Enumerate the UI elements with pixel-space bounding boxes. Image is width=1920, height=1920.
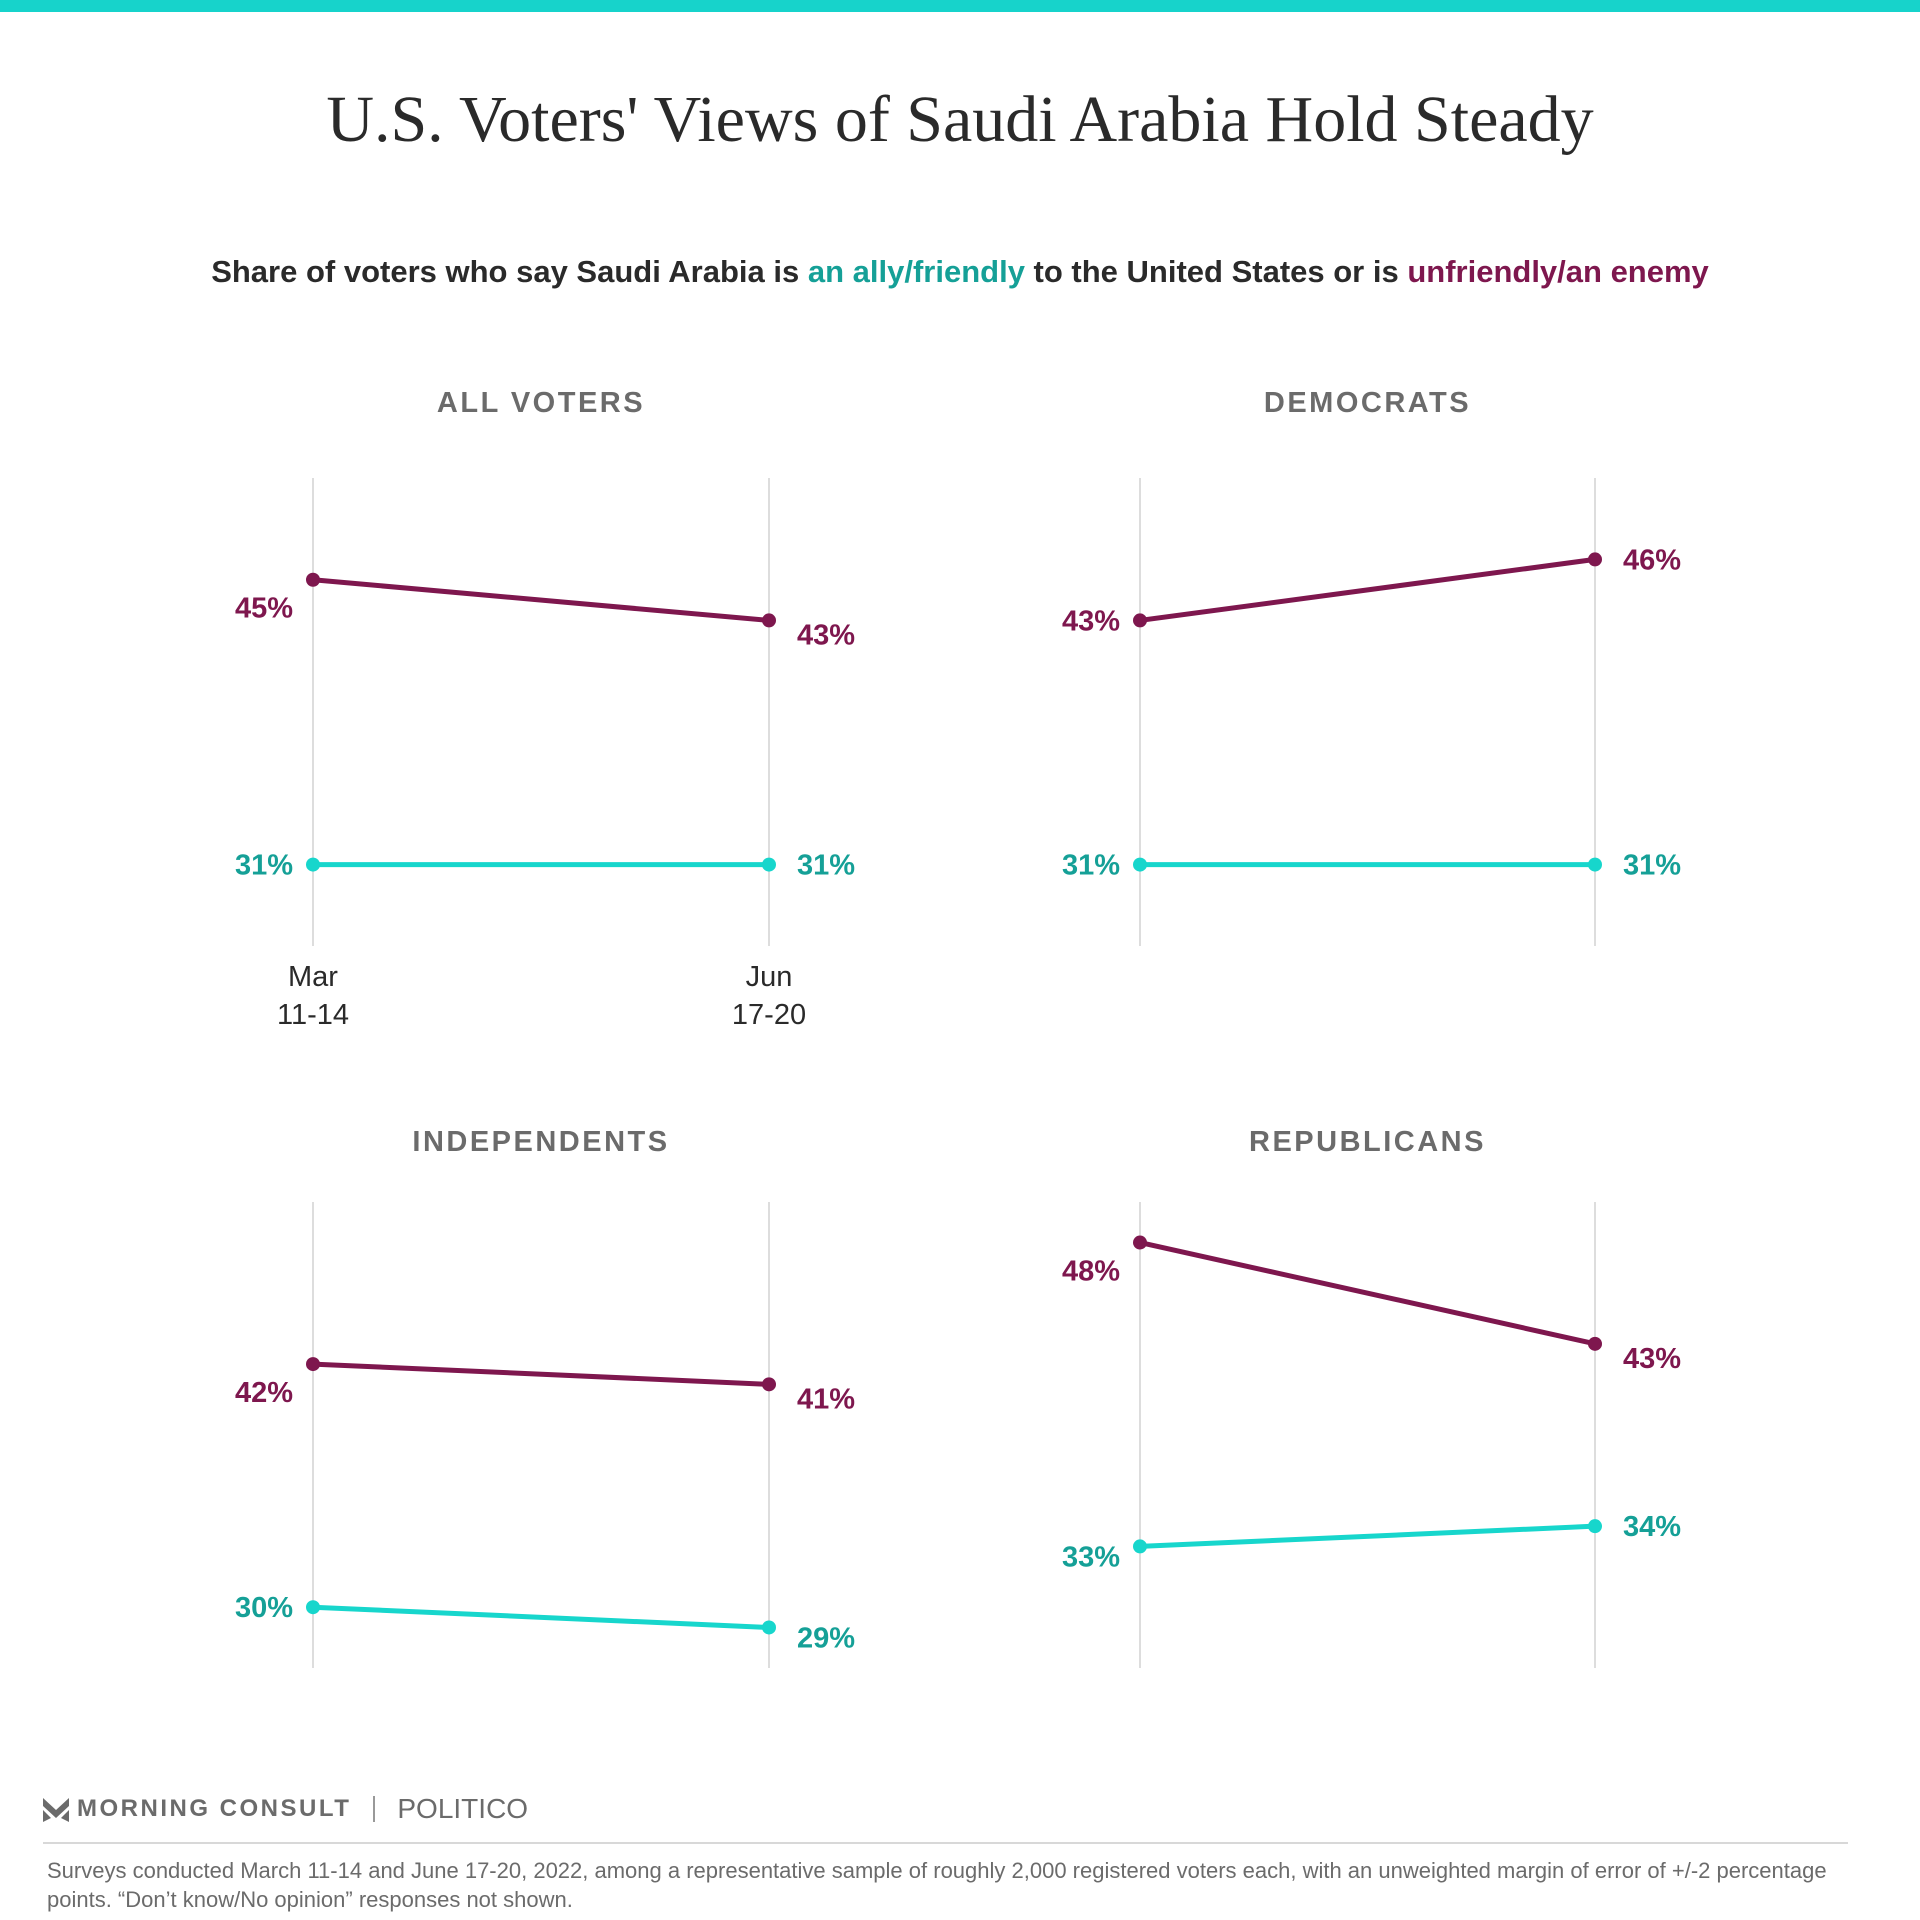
enemy-data-point — [306, 1357, 320, 1372]
enemy-data-point — [1588, 552, 1602, 567]
top-accent-bar — [0, 0, 1920, 12]
ally-data-label: 30% — [235, 1592, 293, 1624]
ally-data-point — [1588, 1519, 1602, 1534]
morning-consult-logo-icon — [43, 1798, 69, 1822]
x-tick-label: 17-20 — [732, 999, 806, 1031]
ally-series-line — [312, 1604, 770, 1630]
enemy-data-point — [1133, 1235, 1147, 1250]
subtitle-text: to the United States or is — [1024, 254, 1408, 289]
legend-ally: an ally/friendly — [807, 254, 1025, 289]
ally-data-point — [1133, 1539, 1147, 1554]
enemy-data-label: 43% — [797, 619, 855, 651]
x-tick-label: 11-14 — [277, 999, 349, 1031]
ally-data-point — [1133, 857, 1147, 872]
ally-data-point — [762, 1620, 776, 1635]
subtitle-text: Share of voters who say Saudi Arabia is — [211, 254, 808, 289]
panel-title: DEMOCRATS — [1264, 387, 1471, 419]
footnote: Surveys conducted March 11-14 and June 1… — [47, 1858, 1827, 1912]
enemy-data-label: 42% — [235, 1377, 293, 1409]
panel-independents: INDEPENDENTS 30% 29% 42% 41% — [235, 1126, 855, 1668]
ally-series-line — [1139, 1523, 1596, 1549]
enemy-data-point — [306, 572, 320, 587]
legend-enemy: unfriendly/an enemy — [1407, 254, 1709, 289]
ally-data-label: 31% — [1623, 850, 1681, 882]
ally-data-label: 29% — [797, 1622, 855, 1654]
ally-data-label: 33% — [1062, 1541, 1120, 1573]
x-tick-label: Jun — [746, 961, 793, 993]
x-tick-label: Mar — [288, 961, 338, 993]
footer-logos: MORNING CONSULT POLITICO — [43, 1792, 528, 1826]
enemy-data-label: 46% — [1623, 544, 1681, 576]
ally-data-point — [1588, 857, 1602, 872]
ally-data-point — [762, 857, 776, 872]
enemy-series-line — [1139, 556, 1596, 623]
chart-subtitle: Share of voters who say Saudi Arabia is … — [0, 254, 1920, 290]
enemy-series-line — [1139, 1240, 1596, 1347]
enemy-data-label: 48% — [1062, 1256, 1120, 1288]
enemy-data-label: 41% — [797, 1383, 855, 1415]
panel-democrats: DEMOCRATS 31% 31% 43% 46% — [1062, 387, 1681, 946]
panel-title: INDEPENDENTS — [412, 1126, 669, 1158]
panel-title: ALL VOTERS — [437, 387, 645, 419]
logo-divider — [373, 1796, 376, 1822]
enemy-data-point — [1588, 1336, 1602, 1351]
ally-data-label: 34% — [1623, 1511, 1681, 1543]
chart-title: U.S. Voters' Views of Saudi Arabia Hold … — [326, 83, 1594, 156]
ally-data-point — [306, 1600, 320, 1615]
enemy-data-label: 43% — [1062, 605, 1120, 637]
panel-all-voters: ALL VOTERS 31% 31% 45% 43% Mar 11-14 Jun 17-20 — [235, 387, 855, 1031]
enemy-data-point — [1133, 613, 1147, 628]
panel-title: REPUBLICANS — [1249, 1126, 1486, 1158]
morning-consult-logo: MORNING CONSULT — [77, 1795, 352, 1822]
enemy-series-line — [312, 577, 770, 623]
enemy-data-label: 43% — [1623, 1343, 1681, 1375]
enemy-series-line — [312, 1361, 770, 1387]
ally-data-label: 31% — [235, 850, 293, 882]
enemy-data-label: 45% — [235, 593, 293, 625]
enemy-data-point — [762, 613, 776, 628]
ally-data-label: 31% — [797, 850, 855, 882]
politico-logo: POLITICO — [397, 1793, 529, 1824]
panel-republicans: REPUBLICANS 33% 34% 48% 43% — [1062, 1126, 1681, 1668]
footer-divider — [43, 1842, 1848, 1844]
enemy-data-point — [762, 1377, 776, 1392]
ally-data-point — [306, 857, 320, 872]
ally-data-label: 31% — [1062, 850, 1120, 882]
